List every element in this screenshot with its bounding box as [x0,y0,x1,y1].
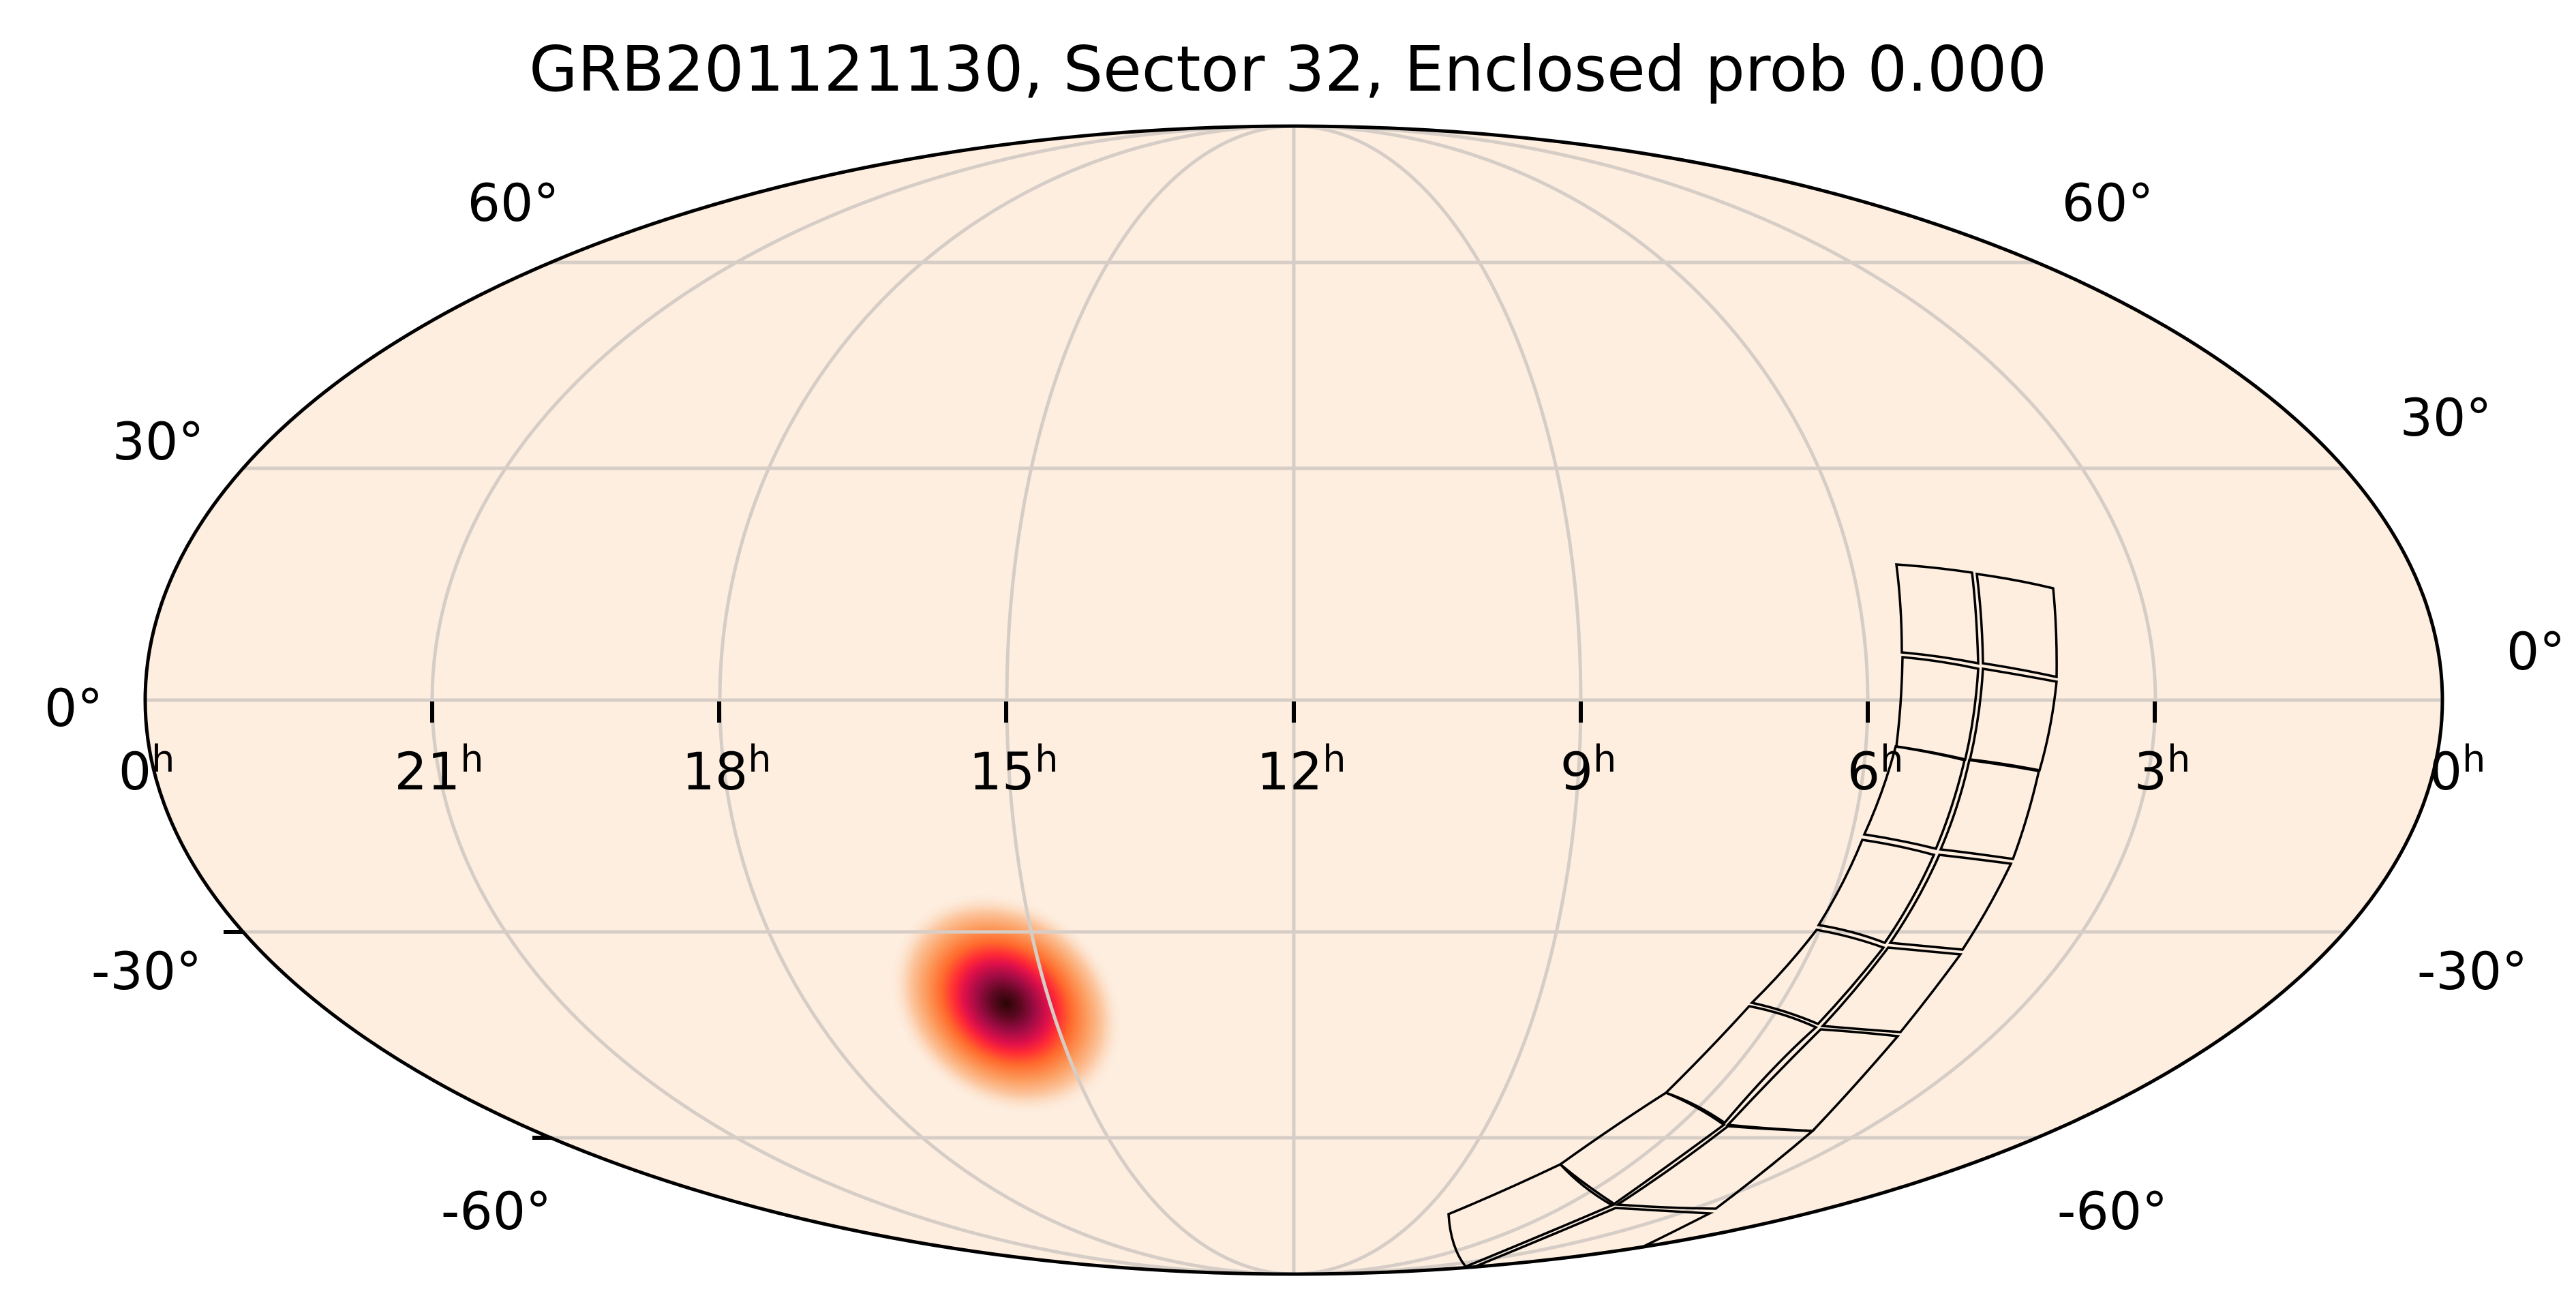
sky-outline [143,124,2444,1276]
ra-label-0h-right: 0h [2429,738,2486,802]
dec-label-right-30: 30° [2399,387,2492,448]
ra-label-6h: 6h [1847,738,1904,802]
chart-title: GRB201121130, Sector 32, Enclosed prob 0… [529,33,2047,106]
ra-label-12h: 12h [1256,738,1346,802]
ra-label-21h: 21h [394,738,484,802]
dec-label-right-minus30: -30° [2416,941,2528,1001]
ra-label-3h: 3h [2134,738,2191,802]
grid-meridians [430,126,2157,1274]
ra-label-9h: 9h [1560,738,1617,802]
dec-label-left-60: 60° [467,172,560,233]
dec-label-left-0: 0° [44,678,104,738]
dec-label-left-minus30: -30° [91,941,202,1001]
dec-label-right-60: 60° [2061,172,2154,233]
dec-ticks [224,930,551,1140]
probability-blob [888,891,1124,1116]
dec-label-right-0: 0° [2506,621,2566,682]
dec-label-right-minus60: -60° [2057,1181,2168,1241]
ra-label-15h: 15h [969,738,1059,802]
ra-ticks [430,701,2157,723]
ra-label-18h: 18h [682,738,772,802]
ra-label-0h-left: 0h [118,738,175,802]
dec-label-left-30: 30° [112,411,204,472]
dec-label-left-minus60: -60° [440,1181,552,1241]
